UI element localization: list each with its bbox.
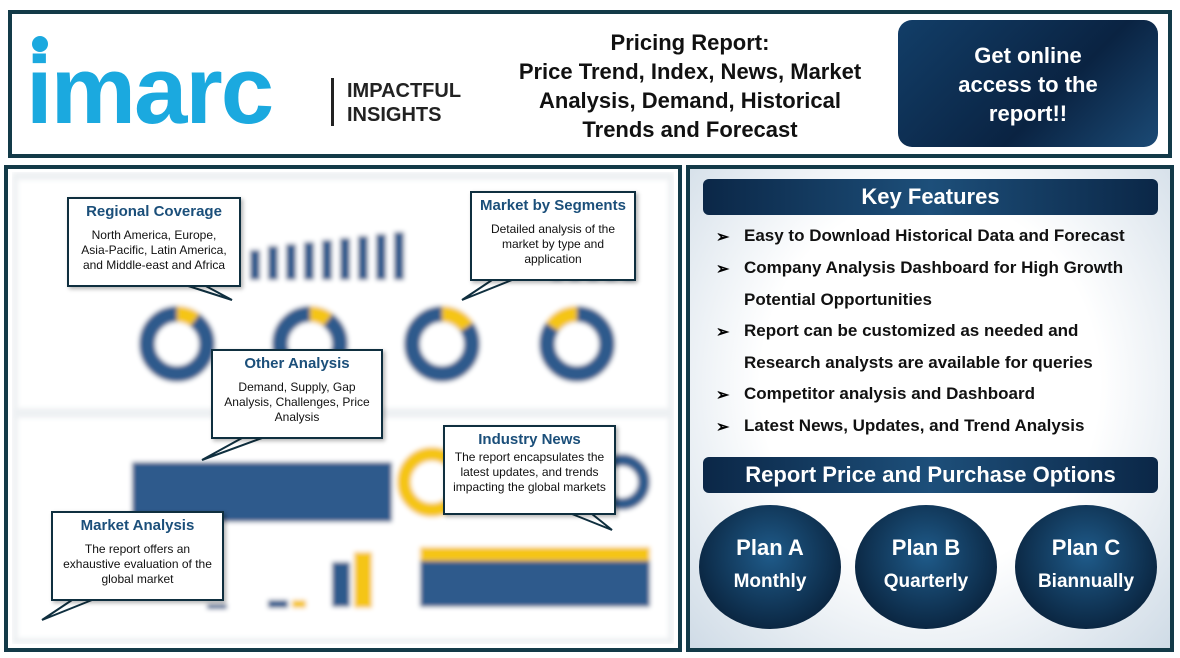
callout-body: Demand, Supply, Gap Analysis, Challenges…	[224, 380, 370, 424]
callout: Other Analysis Demand, Supply, Gap Analys…	[211, 349, 383, 439]
title: Pricing Report: Price Trend, Index, News…	[480, 28, 900, 144]
title-line: Analysis, Demand, Historical	[539, 88, 841, 113]
plan-name: Plan A	[736, 535, 804, 560]
logo-divider	[331, 78, 334, 126]
callout-title: Other Analysis	[244, 355, 350, 372]
feature-item: Company Analysis Dashboard for High Grow…	[744, 258, 1124, 309]
callout: Market Analysis The report offers an exha…	[51, 511, 224, 601]
title-line: Price Trend, Index, News, Market	[518, 59, 862, 84]
cta-line: access to the	[958, 72, 1098, 97]
plan-option[interactable]: Plan B Quarterly	[855, 505, 997, 629]
callout-body: Detailed analysis of the market by type …	[490, 222, 616, 266]
callout-body: The report offers an exhaustive evaluati…	[63, 542, 212, 586]
section-header: Key Features	[703, 179, 1158, 215]
feature-item: Report can be customized as needed and R…	[744, 321, 1093, 372]
plan-period: Monthly	[733, 571, 807, 592]
header-panel	[8, 10, 1172, 158]
section-header: Report Price and Purchase Options	[703, 457, 1158, 493]
tagline: IMPACTFUL	[347, 80, 462, 102]
cta-button[interactable]: Get online access to the report!!	[898, 20, 1158, 147]
feature-item: Easy to Download Historical Data and For…	[744, 226, 1125, 245]
left-panel	[4, 165, 682, 652]
callout-title: Market by Segments	[480, 197, 626, 214]
callout-body: The report encapsulates the latest updat…	[453, 450, 606, 494]
cta-line: Get online	[974, 43, 1082, 68]
feature-item: Competitor analysis and Dashboard	[744, 384, 1035, 403]
title-line: Trends and Forecast	[582, 117, 798, 142]
cta-line: report!!	[988, 101, 1068, 126]
callout-body: North America, Europe, Asia-Pacific, Lat…	[81, 228, 227, 272]
title-line: Pricing Report:	[610, 30, 770, 55]
feature-item: Latest News, Updates, and Trend Analysis	[744, 416, 1085, 435]
callout-title: Market Analysis	[80, 517, 195, 534]
plan-option[interactable]: Plan A Monthly	[699, 505, 841, 629]
plan-period: Quarterly	[883, 571, 969, 592]
bullet-arrow: ➢	[716, 419, 730, 436]
bullet-arrow: ➢	[716, 261, 730, 278]
logo: imarc	[26, 37, 274, 144]
bullet-arrow: ➢	[716, 387, 730, 404]
plan-name: Plan C	[1051, 535, 1121, 560]
plan-name: Plan B	[891, 535, 961, 560]
tagline: INSIGHTS	[347, 104, 442, 126]
callout: Market by Segments Detailed analysis of t…	[470, 191, 636, 281]
bullet-arrow: ➢	[716, 324, 730, 341]
callout-title: Industry News	[478, 431, 581, 448]
callout: Industry News The report encapsulates the…	[443, 425, 616, 515]
bullet-arrow: ➢	[716, 229, 730, 246]
plan-option[interactable]: Plan C Biannually	[1015, 505, 1157, 629]
logo-dot	[32, 36, 48, 52]
callout: Regional Coverage North America, Europe, …	[67, 197, 241, 287]
callout-title: Regional Coverage	[86, 203, 222, 220]
plan-period: Biannually	[1037, 571, 1135, 592]
